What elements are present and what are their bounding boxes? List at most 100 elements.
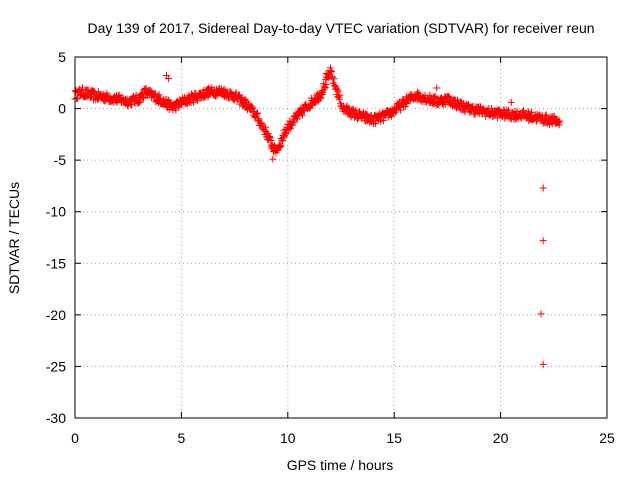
data-point [380,111,388,119]
data-point [426,91,434,99]
data-point [289,119,297,127]
data-point [380,117,388,125]
data-point [298,111,306,119]
data-point [414,88,422,96]
x-tick-label: 25 [599,430,615,446]
data-point [401,103,409,111]
data-point [283,130,291,138]
plot-frame [74,56,608,419]
axis-ticks: 0 5 10 15 20 25 5 0 -5 -10 -15 -20 -25 -30 [46,49,615,446]
data-point [326,66,334,74]
data-point [537,310,545,318]
data-point [327,67,335,75]
y-tick-label: 0 [58,101,66,117]
data-point [503,106,511,114]
data-point [403,100,411,108]
data-point [483,106,491,114]
y-tick-label: -25 [46,358,66,374]
data-point [163,72,171,80]
y-tick-label: -5 [54,152,67,168]
x-tick-label: 15 [386,430,402,446]
data-point [269,155,277,163]
data-point [213,92,221,100]
data-points [71,64,564,368]
data-point [261,123,269,131]
data-point [333,86,341,94]
data-point [539,237,547,245]
data-point [505,107,513,115]
data-point [397,106,405,114]
data-point [266,132,274,140]
data-point [556,117,564,125]
data-point [539,360,547,368]
data-point [526,112,534,120]
data-point [172,106,180,114]
plot-border [74,56,608,419]
data-point [239,99,247,107]
data-point [440,99,448,107]
data-point [293,115,301,123]
data-point [396,103,404,111]
data-point [155,91,163,99]
data-point [324,74,332,82]
data-point [335,95,343,103]
data-point [136,98,144,106]
data-point [336,91,344,99]
y-tick-label: -30 [46,410,66,426]
data-point [156,94,164,102]
data-point [241,96,249,104]
data-point [249,104,257,112]
y-axis-label: SDTVAR / TECUs [6,182,22,294]
x-tick-label: 20 [493,430,509,446]
data-point [539,184,547,192]
data-point [507,98,515,106]
data-point [293,112,301,120]
data-point [321,83,329,91]
data-point [519,107,527,115]
data-point [446,93,454,101]
x-tick-label: 10 [280,430,296,446]
data-point [431,93,439,101]
data-point [331,82,339,90]
data-point [328,73,336,81]
data-point [542,111,550,119]
data-point [372,120,380,128]
x-axis-label: GPS time / hours [287,457,394,473]
x-tick-label: 0 [71,430,79,446]
data-point [138,90,145,98]
data-point [489,112,497,120]
data-point [257,119,265,127]
data-point [190,98,198,106]
chart-title: Day 139 of 2017, Sidereal Day-to-day VTE… [87,20,594,36]
data-point [322,70,330,78]
data-point [135,97,143,105]
data-point [103,89,111,97]
data-point [233,96,241,104]
data-point [265,133,273,141]
data-point [433,84,441,92]
data-point [327,68,335,76]
y-tick-label: -20 [46,307,66,323]
data-point [334,87,342,95]
x-tick-label: 5 [178,430,186,446]
data-point [457,105,465,113]
data-point [178,100,186,108]
data-point [517,113,525,121]
y-tick-label: 5 [58,49,66,65]
data-point [205,91,213,99]
data-point [527,108,535,116]
data-point [286,125,294,133]
data-point [252,110,260,118]
data-point [464,102,472,110]
data-point [277,143,285,151]
data-point [280,134,288,142]
data-point [166,99,174,107]
data-point [322,81,330,89]
data-point [253,109,261,117]
data-point [132,91,140,99]
data-point [524,108,532,116]
y-tick-label: -10 [46,204,66,220]
data-point [184,100,192,108]
